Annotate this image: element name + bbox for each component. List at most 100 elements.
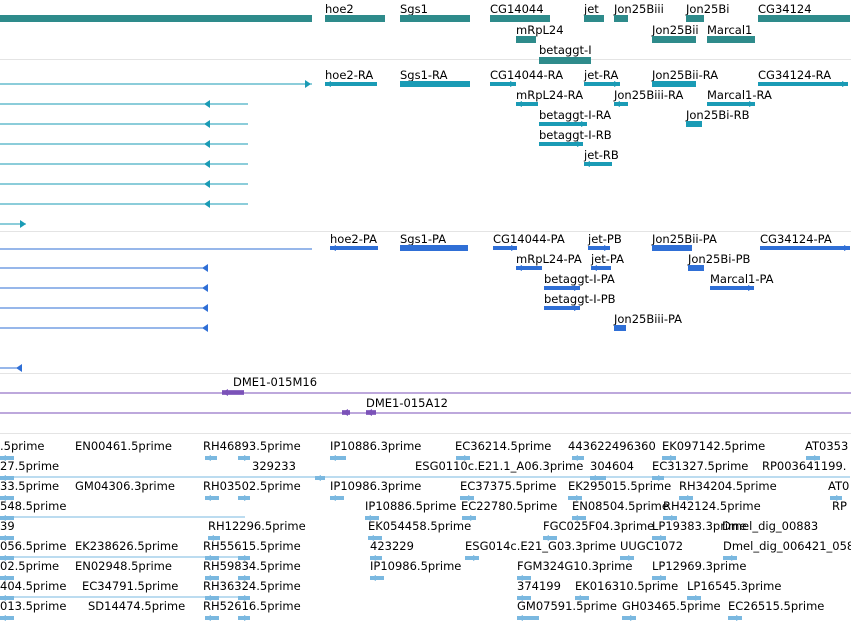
protein-line[interactable] xyxy=(0,283,216,293)
transcript-glyph[interactable] xyxy=(513,100,541,108)
transcript-glyph[interactable] xyxy=(649,80,699,88)
clone-glyph[interactable] xyxy=(219,388,247,397)
transcript-line[interactable] xyxy=(0,139,256,149)
est-glyph[interactable] xyxy=(617,554,637,562)
transcript-line[interactable] xyxy=(0,159,256,169)
protein-glyph[interactable] xyxy=(757,244,851,252)
est-glyph[interactable] xyxy=(202,614,222,622)
protein-glyph[interactable] xyxy=(327,244,381,252)
gene-glyph[interactable] xyxy=(397,14,473,23)
transcript-glyph[interactable] xyxy=(581,160,615,168)
est-glyph[interactable] xyxy=(365,534,385,542)
protein-glyph[interactable] xyxy=(707,284,757,292)
est-glyph[interactable] xyxy=(0,494,17,502)
est-glyph[interactable] xyxy=(827,494,845,502)
est-glyph[interactable] xyxy=(565,494,585,502)
protein-line[interactable] xyxy=(0,244,320,254)
est-glyph[interactable] xyxy=(462,554,482,562)
est-line[interactable] xyxy=(0,476,850,479)
est-glyph[interactable] xyxy=(205,534,223,542)
est-glyph[interactable] xyxy=(720,554,740,562)
transcript-glyph[interactable] xyxy=(536,140,586,148)
gene-glyph[interactable] xyxy=(755,14,851,23)
est-glyph[interactable] xyxy=(514,614,542,622)
est-glyph[interactable] xyxy=(367,574,387,582)
est-glyph[interactable] xyxy=(457,494,477,502)
protein-glyph[interactable] xyxy=(649,244,695,252)
transcript-line[interactable] xyxy=(0,99,256,109)
protein-glyph[interactable] xyxy=(397,244,471,252)
est-glyph[interactable] xyxy=(660,514,680,522)
protein-line[interactable] xyxy=(0,263,216,273)
est-glyph[interactable] xyxy=(803,454,823,462)
est-glyph[interactable] xyxy=(202,454,220,462)
est-glyph[interactable] xyxy=(367,554,385,562)
est-glyph[interactable] xyxy=(540,534,560,542)
est-glyph[interactable] xyxy=(514,594,534,602)
gene-glyph[interactable] xyxy=(611,14,631,23)
protein-line[interactable] xyxy=(0,303,216,313)
est-glyph[interactable] xyxy=(725,614,745,622)
transcript-line[interactable] xyxy=(0,199,256,209)
est-glyph[interactable] xyxy=(0,574,17,582)
est-glyph[interactable] xyxy=(453,454,473,462)
transcript-line[interactable] xyxy=(0,79,320,89)
est-glyph[interactable] xyxy=(327,494,347,502)
transcript-line[interactable] xyxy=(0,219,34,229)
clone-glyph[interactable] xyxy=(363,408,379,417)
est-glyph[interactable] xyxy=(684,594,704,602)
est-glyph[interactable] xyxy=(235,574,253,582)
est-glyph[interactable] xyxy=(649,574,669,582)
transcript-line[interactable] xyxy=(0,119,256,129)
est-glyph[interactable] xyxy=(459,514,479,522)
est-glyph[interactable] xyxy=(0,454,17,462)
est-glyph[interactable] xyxy=(202,574,222,582)
clone-line[interactable] xyxy=(0,408,851,418)
est-glyph[interactable] xyxy=(235,494,253,502)
gene-glyph[interactable] xyxy=(487,14,553,23)
est-glyph[interactable] xyxy=(659,454,679,462)
gene-glyph[interactable] xyxy=(683,14,707,23)
protein-line[interactable] xyxy=(0,323,216,333)
transcript-glyph[interactable] xyxy=(611,100,631,108)
est-glyph[interactable] xyxy=(0,534,17,542)
est-glyph[interactable] xyxy=(235,554,253,562)
transcript-glyph[interactable] xyxy=(581,80,623,88)
est-glyph[interactable] xyxy=(569,454,587,462)
est-glyph[interactable] xyxy=(514,574,534,582)
transcript-glyph[interactable] xyxy=(704,100,758,108)
protein-glyph[interactable] xyxy=(588,264,614,272)
gene-glyph[interactable] xyxy=(536,56,594,65)
est-line[interactable] xyxy=(0,516,245,519)
gene-glyph[interactable] xyxy=(513,35,539,44)
transcript-glyph[interactable] xyxy=(683,120,705,128)
gene-glyph[interactable] xyxy=(649,35,699,44)
est-line[interactable] xyxy=(0,596,245,599)
protein-glyph[interactable] xyxy=(585,244,613,252)
protein-glyph[interactable] xyxy=(513,264,545,272)
est-glyph[interactable] xyxy=(649,534,669,542)
transcript-glyph[interactable] xyxy=(322,80,380,88)
est-glyph[interactable] xyxy=(572,594,592,602)
protein-glyph[interactable] xyxy=(541,304,583,312)
est-glyph[interactable] xyxy=(235,594,253,602)
est-glyph[interactable] xyxy=(676,494,696,502)
est-glyph[interactable] xyxy=(362,514,382,522)
protein-line[interactable] xyxy=(0,363,30,373)
est-glyph[interactable] xyxy=(569,514,589,522)
transcript-line[interactable] xyxy=(0,179,256,189)
clone-glyph[interactable] xyxy=(339,408,353,417)
transcript-glyph[interactable] xyxy=(536,120,590,128)
transcript-glyph[interactable] xyxy=(397,80,473,88)
est-glyph[interactable] xyxy=(0,614,17,622)
est-glyph[interactable] xyxy=(235,614,253,622)
gene-glyph[interactable] xyxy=(704,35,758,44)
protein-glyph[interactable] xyxy=(685,264,707,272)
est-glyph[interactable] xyxy=(235,454,253,462)
protein-glyph[interactable] xyxy=(541,284,583,292)
est-glyph[interactable] xyxy=(327,454,349,462)
est-line[interactable] xyxy=(0,556,245,559)
clone-line[interactable] xyxy=(0,388,851,398)
gene-glyph[interactable] xyxy=(0,14,315,23)
protein-glyph[interactable] xyxy=(611,324,629,332)
